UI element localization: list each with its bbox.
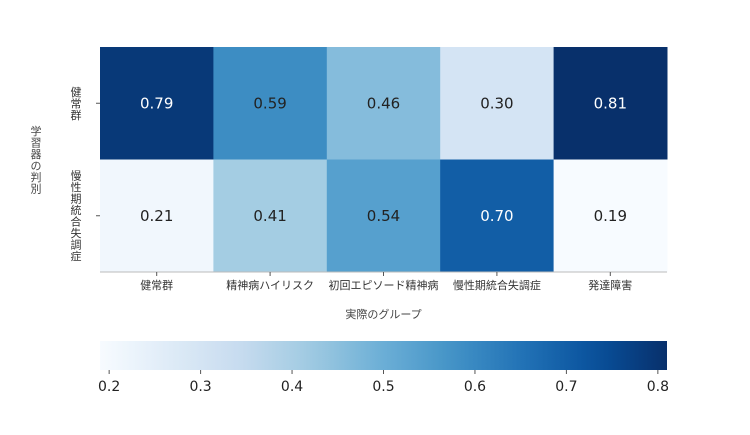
heatmap-cell [553,47,668,160]
colorbar-tick-label: 0.8 [647,379,669,395]
cell-value-label: 0.21 [140,207,173,225]
heatmap-cell [213,47,328,160]
heatmap-cell [326,47,441,160]
cell-value-label: 0.46 [367,94,400,112]
cell-value-label: 0.70 [480,207,513,225]
cell-value-label: 0.30 [480,94,513,112]
x-tick-label: 健常群 [140,278,173,292]
x-axis-title: 実際のグループ [345,307,421,321]
x-tick-label: 初回エピソード精神病 [329,278,439,292]
heatmap-cell [100,159,214,273]
heatmap-cell [553,159,668,273]
cell-value-label: 0.41 [253,207,286,225]
colorbar-ticks: 0.2 0.3 0.4 0.5 0.6 0.7 0.8 [98,370,669,395]
colorbar-tick-label: 0.5 [372,379,394,395]
y-axis-title: 学習器の判別 [31,124,42,196]
x-axis: 健常群 精神病ハイリスク 初回エピソード精神病 慢性期統合失調症 発達障害 [100,271,667,292]
cell-value-labels: 0.79 0.59 0.46 0.30 0.81 0.21 0.41 0.54 0.70 0.19 [140,94,627,225]
y-tick-label: 健常群 [71,86,82,122]
cell-value-label: 0.59 [253,94,286,112]
heatmap-cell [213,159,328,273]
x-tick-label: 精神病ハイリスク [226,278,314,292]
cell-value-label: 0.19 [594,207,627,225]
heatmap-cells [100,47,668,273]
colorbar-tick-label: 0.4 [281,379,303,395]
cell-value-label: 0.79 [140,94,173,112]
colorbar [100,341,667,370]
y-tick-label: 慢性期統合失調症 [71,170,82,264]
cell-value-label: 0.81 [594,94,627,112]
heatmap-cell [440,47,555,160]
heatmap-cell [440,159,555,273]
x-tick-label: 慢性期統合失調症 [453,278,541,292]
x-tick-label: 発達障害 [588,278,632,292]
colorbar-tick-label: 0.2 [98,379,120,395]
colorbar-tick-label: 0.3 [189,379,211,395]
cell-value-label: 0.54 [367,207,400,225]
colorbar-tick-label: 0.6 [464,379,486,395]
heatmap-cell [100,47,214,160]
colorbar-tick-label: 0.7 [555,379,577,395]
heatmap-cell [326,159,441,273]
